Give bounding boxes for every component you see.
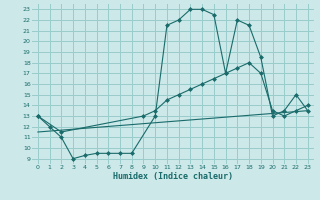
X-axis label: Humidex (Indice chaleur): Humidex (Indice chaleur) (113, 172, 233, 181)
